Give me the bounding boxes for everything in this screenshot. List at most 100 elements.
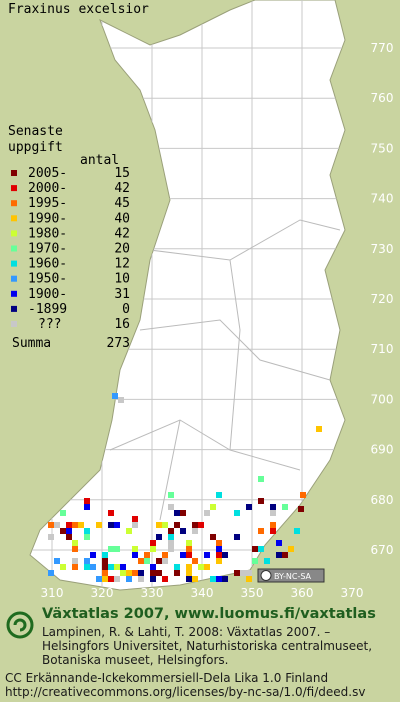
legend-count: 12 xyxy=(114,257,130,272)
record-square xyxy=(192,576,198,582)
record-square xyxy=(216,540,222,546)
record-square xyxy=(222,552,228,558)
record-square xyxy=(204,510,210,516)
record-square xyxy=(54,522,60,528)
logo xyxy=(6,611,34,639)
record-square xyxy=(132,522,138,528)
record-square xyxy=(186,546,192,552)
record-square xyxy=(66,528,72,534)
citation: Lampinen, R. & Lahti, T. 2008: Växtatlas… xyxy=(42,625,330,639)
record-square xyxy=(84,528,90,534)
record-square xyxy=(180,552,186,558)
record-square xyxy=(138,570,144,576)
x-label: 330 xyxy=(141,586,164,600)
record-square xyxy=(108,522,114,528)
legend-count: 0 xyxy=(122,302,130,317)
license: http://creativecommons.org/licenses/by-n… xyxy=(5,685,365,699)
legend-label: 2000- xyxy=(28,181,67,196)
legend-label: 1970- xyxy=(28,242,67,257)
record-square xyxy=(210,576,216,582)
legend-total: 273 xyxy=(107,336,130,351)
record-square xyxy=(60,564,66,570)
legend-count: 42 xyxy=(114,181,130,196)
record-square xyxy=(264,558,270,564)
y-label: 710 xyxy=(371,342,394,356)
record-square xyxy=(72,546,78,552)
record-square xyxy=(66,534,72,540)
legend-swatch xyxy=(11,245,17,252)
record-square xyxy=(276,552,282,558)
record-square xyxy=(138,558,144,564)
record-square xyxy=(150,564,156,570)
legend-label: 1990- xyxy=(28,211,67,226)
record-square xyxy=(162,522,168,528)
x-label: 350 xyxy=(241,586,264,600)
record-square xyxy=(186,552,192,558)
record-square xyxy=(114,576,120,582)
record-square xyxy=(114,564,120,570)
record-square xyxy=(270,522,276,528)
record-square xyxy=(126,570,132,576)
y-label: 670 xyxy=(371,543,394,557)
record-square xyxy=(192,558,198,564)
record-square xyxy=(156,522,162,528)
record-square xyxy=(102,576,108,582)
legend-count: 20 xyxy=(114,242,130,257)
record-square xyxy=(216,576,222,582)
legend-count: 45 xyxy=(114,196,130,211)
record-square xyxy=(258,476,264,482)
record-square xyxy=(270,504,276,510)
record-square xyxy=(174,570,180,576)
record-square xyxy=(156,534,162,540)
y-label: 750 xyxy=(371,141,394,155)
record-square xyxy=(216,558,222,564)
record-square xyxy=(174,522,180,528)
record-square xyxy=(102,552,108,558)
record-square xyxy=(168,540,174,546)
x-label: 360 xyxy=(291,586,314,600)
record-square xyxy=(192,528,198,534)
record-square xyxy=(84,534,90,540)
record-square xyxy=(112,393,118,399)
record-square xyxy=(222,576,228,582)
record-square xyxy=(48,522,54,528)
record-square xyxy=(84,558,90,564)
legend-total-label: Summa xyxy=(12,336,51,351)
y-label: 720 xyxy=(371,292,394,306)
legend-swatch xyxy=(11,305,17,312)
record-square xyxy=(216,552,222,558)
record-square xyxy=(246,570,252,576)
legend-count-label: antal xyxy=(80,153,119,168)
record-square xyxy=(282,504,288,510)
footer-headline: Växtatlas 2007, www.luomus.fi/vaxtatlas xyxy=(42,606,376,622)
record-square xyxy=(144,552,150,558)
record-square xyxy=(252,546,258,552)
record-square xyxy=(84,504,90,510)
record-square xyxy=(114,522,120,528)
y-label: 690 xyxy=(371,443,394,457)
record-square xyxy=(48,534,54,540)
record-square xyxy=(186,564,192,570)
legend-count: 31 xyxy=(114,287,130,302)
record-square xyxy=(180,510,186,516)
legend-label: -1899 xyxy=(28,302,67,317)
record-square xyxy=(72,564,78,570)
record-square xyxy=(66,522,72,528)
record-square xyxy=(78,522,84,528)
legend-heading: Senaste xyxy=(8,124,63,139)
record-square xyxy=(102,564,108,570)
x-label: 310 xyxy=(41,586,64,600)
y-label: 740 xyxy=(371,192,394,206)
record-square xyxy=(118,397,124,403)
record-square xyxy=(150,570,156,576)
record-square xyxy=(180,528,186,534)
record-square xyxy=(132,552,138,558)
record-square xyxy=(108,546,114,552)
record-square xyxy=(132,516,138,522)
record-square xyxy=(144,558,150,564)
record-square xyxy=(96,576,102,582)
record-square xyxy=(168,534,174,540)
y-label: 700 xyxy=(371,392,394,406)
record-square xyxy=(168,492,174,498)
